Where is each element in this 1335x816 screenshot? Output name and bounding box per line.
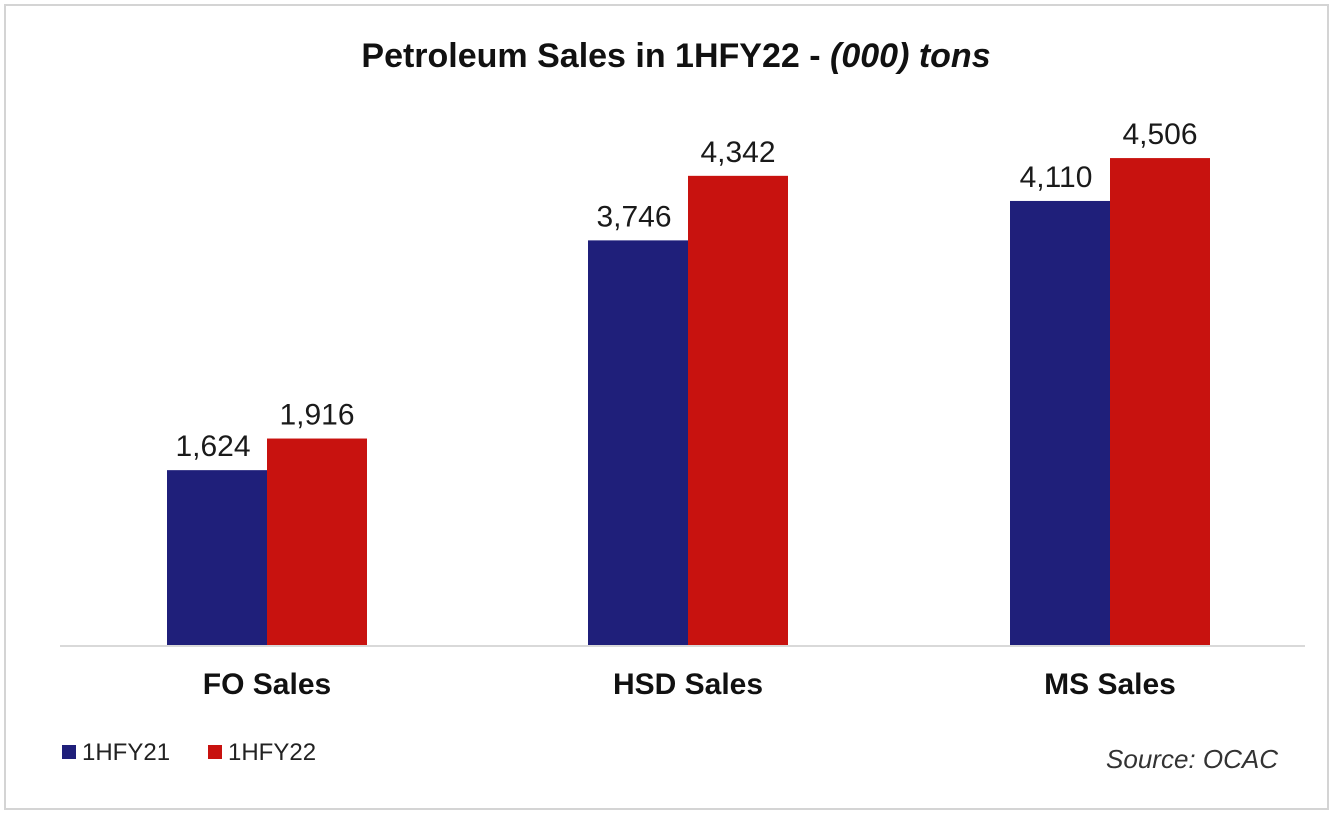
chart-title-unit: (000) tons [830,37,991,75]
legend-label-1hfy22: 1HFY22 [228,739,316,766]
bar-ms-sales-1hfy22 [1110,158,1210,646]
bar-fo-sales-1hfy22 [267,438,367,646]
chart-title-main: Petroleum Sales in 1HFY22 - [361,37,830,75]
legend-swatch-1hfy22 [208,745,222,759]
bar-hsd-sales-1hfy22 [688,175,788,647]
legend-swatch-1hfy21 [62,745,76,759]
source-note: Source: OCAC [1106,744,1278,774]
data-label-fo-sales-1hfy22: 1,916 [279,399,354,432]
bars-layer [167,158,1210,647]
data-label-hsd-sales-1hfy22: 4,342 [700,136,775,169]
category-label-hsd-sales: HSD Sales [613,668,763,701]
legend: 1HFY21 1HFY22 [62,739,316,766]
category-labels: FO Sales HSD Sales MS Sales [203,668,1176,701]
bar-fo-sales-1hfy21 [167,470,267,646]
bar-hsd-sales-1hfy21 [588,240,688,646]
data-label-fo-sales-1hfy21: 1,624 [175,430,250,463]
data-label-ms-sales-1hfy22: 4,506 [1122,118,1197,151]
labels-layer: 1,624 1,916 3,746 4,342 4,110 4,506 [175,118,1197,463]
data-label-ms-sales-1hfy21: 4,110 [1020,161,1093,194]
category-label-fo-sales: FO Sales [203,668,331,701]
category-label-ms-sales: MS Sales [1044,668,1176,701]
chart-title: Petroleum Sales in 1HFY22 - (000) tons [361,37,990,75]
legend-label-1hfy21: 1HFY21 [82,739,170,766]
bar-ms-sales-1hfy21 [1010,200,1110,646]
data-label-hsd-sales-1hfy21: 3,746 [596,200,671,233]
